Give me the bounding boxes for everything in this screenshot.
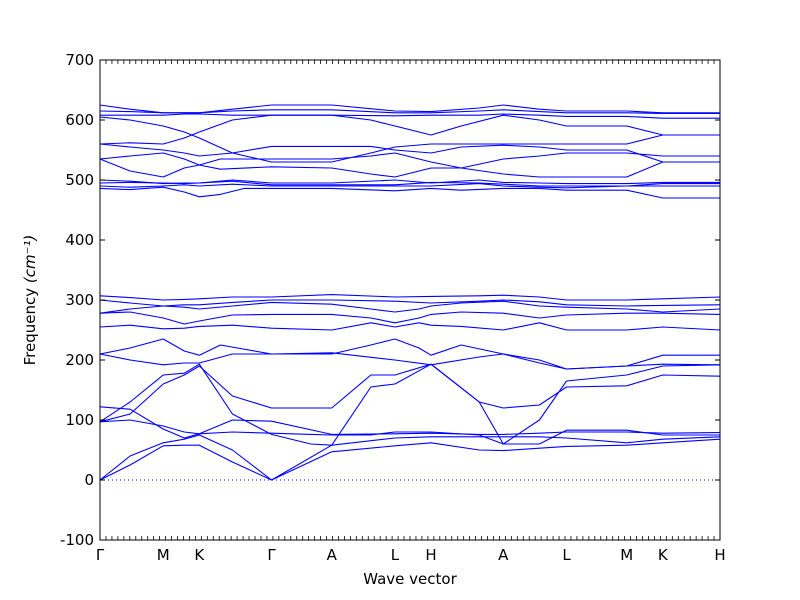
- phonon-band-21: [99, 114, 720, 145]
- phonon-band-10: [99, 311, 721, 325]
- y-tick-label: 200: [65, 351, 94, 369]
- phonon-band-2: [99, 434, 721, 481]
- phonon-band-8: [99, 352, 720, 370]
- x-tick-label: A: [327, 546, 338, 564]
- phonon-band-17: [99, 179, 720, 185]
- x-tick-label: K: [194, 546, 205, 564]
- phonon-band-14: [99, 186, 720, 199]
- phonon-band-5: [99, 363, 721, 423]
- phonon-band-19: [99, 152, 720, 169]
- x-tick-label: A: [498, 546, 509, 564]
- x-tick-label: Γ: [96, 546, 105, 564]
- y-tick-label: 100: [65, 411, 94, 429]
- plot-frame: [99, 59, 721, 541]
- x-tick-label: H: [714, 546, 725, 564]
- y-axis-title-unit: (cm⁻¹): [21, 235, 39, 284]
- phonon-band-4: [99, 406, 721, 439]
- x-tick-label: M: [157, 546, 170, 564]
- y-tick-label: 0: [84, 471, 94, 489]
- phonon-band-3: [99, 419, 720, 445]
- x-axis-title: Wave vector: [363, 570, 457, 588]
- phonon-band-11: [99, 300, 721, 314]
- phonon-band-22: [99, 116, 720, 163]
- y-tick-label: 300: [65, 291, 94, 309]
- phonon-band-12: [99, 299, 721, 307]
- phonon-band-23: [100, 113, 720, 119]
- phonon-band-6: [99, 363, 721, 446]
- y-axis-title: Frequency (cm⁻¹): [21, 235, 39, 366]
- phonon-band-18: [99, 158, 720, 178]
- y-tick-label: 500: [65, 171, 94, 189]
- y-axis-title-text: Frequency: [21, 283, 39, 365]
- phonon-band-25: [99, 104, 720, 114]
- phonon-band-20: [99, 143, 720, 163]
- y-tick-label: -100: [60, 531, 94, 549]
- x-tick-label: M: [620, 546, 633, 564]
- y-tick-label: 600: [65, 111, 94, 129]
- phonon-band-13: [99, 294, 721, 301]
- x-tick-label: K: [658, 546, 669, 564]
- x-tick-label: H: [425, 546, 436, 564]
- y-tick-label: 400: [65, 231, 94, 249]
- y-tick-label: 700: [65, 51, 94, 69]
- x-tick-label: L: [562, 546, 571, 564]
- phonon-band-9: [99, 322, 721, 331]
- phonon-band-15: [99, 183, 720, 189]
- x-tick-label: L: [391, 546, 400, 564]
- phonon-band-1: [99, 438, 721, 481]
- x-tick-label: Γ: [267, 546, 276, 564]
